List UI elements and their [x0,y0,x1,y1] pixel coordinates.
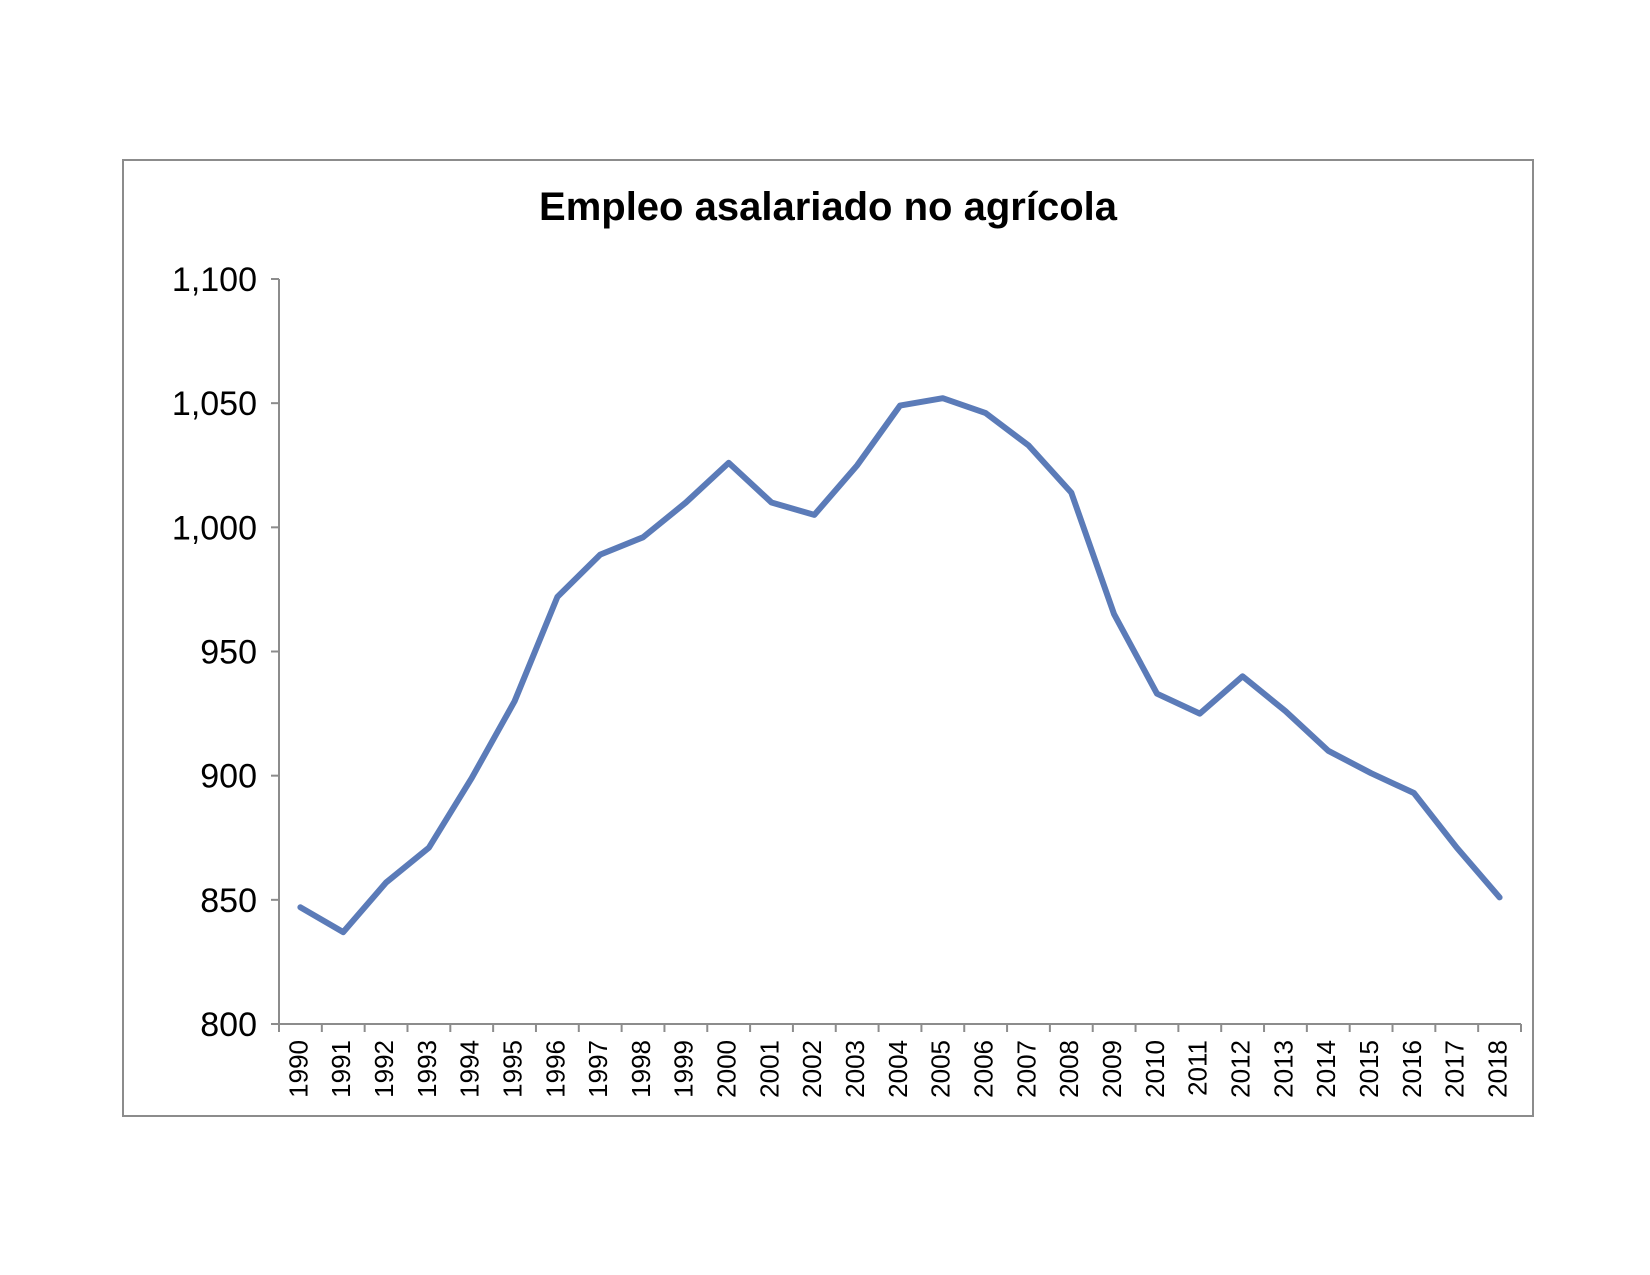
x-tick-label: 2004 [883,1040,913,1098]
y-tick-label: 900 [200,758,257,796]
x-tick-label: 1995 [497,1040,527,1098]
y-tick-label: 800 [200,1006,257,1044]
y-tick-label: 1,050 [172,385,257,423]
chart-title: Empleo asalariado no agrícola [539,185,1117,229]
x-tick-label: 2005 [926,1040,956,1098]
x-tick-label: 1999 [669,1040,699,1098]
x-tick-label: 2017 [1440,1040,1470,1098]
x-tick-label: 2003 [840,1040,870,1098]
x-tick-label: 1991 [326,1040,356,1098]
y-tick-label: 1,100 [172,261,257,299]
y-tick-label: 850 [200,882,257,920]
x-tick-label: 2014 [1311,1040,1341,1098]
x-tick-label: 2006 [969,1040,999,1098]
x-tick-label: 2012 [1225,1040,1255,1098]
y-tick-label: 1,000 [172,509,257,547]
x-tick-label: 1997 [583,1040,613,1098]
x-tick-label: 1994 [455,1040,485,1098]
x-tick-label: 1992 [369,1040,399,1098]
x-tick-label: 2007 [1011,1040,1041,1098]
x-tick-label: 2011 [1183,1040,1213,1096]
x-tick-label: 2000 [712,1040,742,1098]
x-tick-label: 2015 [1354,1040,1384,1098]
x-tick-label: 2010 [1140,1040,1170,1098]
x-tick-label: 1996 [540,1040,570,1098]
x-tick-label: 1998 [626,1040,656,1098]
chart-svg: 800 850 900 950 1,000 1,050 1,100 1990 1991 1992 1… [172,261,1522,1098]
x-tick-label: 2008 [1054,1040,1084,1098]
chart-frame: Empleo asalariado no agrícola 800 850 900 9… [122,159,1534,1117]
x-tick-label: 2013 [1268,1040,1298,1098]
y-tick-label: 950 [200,634,257,672]
x-tick-label: 2016 [1397,1040,1427,1098]
x-tick-label: 2001 [754,1040,784,1098]
x-tick-label: 2018 [1482,1040,1512,1098]
x-tick-label: 2009 [1097,1040,1127,1098]
x-tick-label: 1993 [412,1040,442,1098]
series-line [297,395,1503,936]
x-tick-label: 1990 [283,1040,313,1098]
x-tick-label: 2002 [797,1040,827,1098]
